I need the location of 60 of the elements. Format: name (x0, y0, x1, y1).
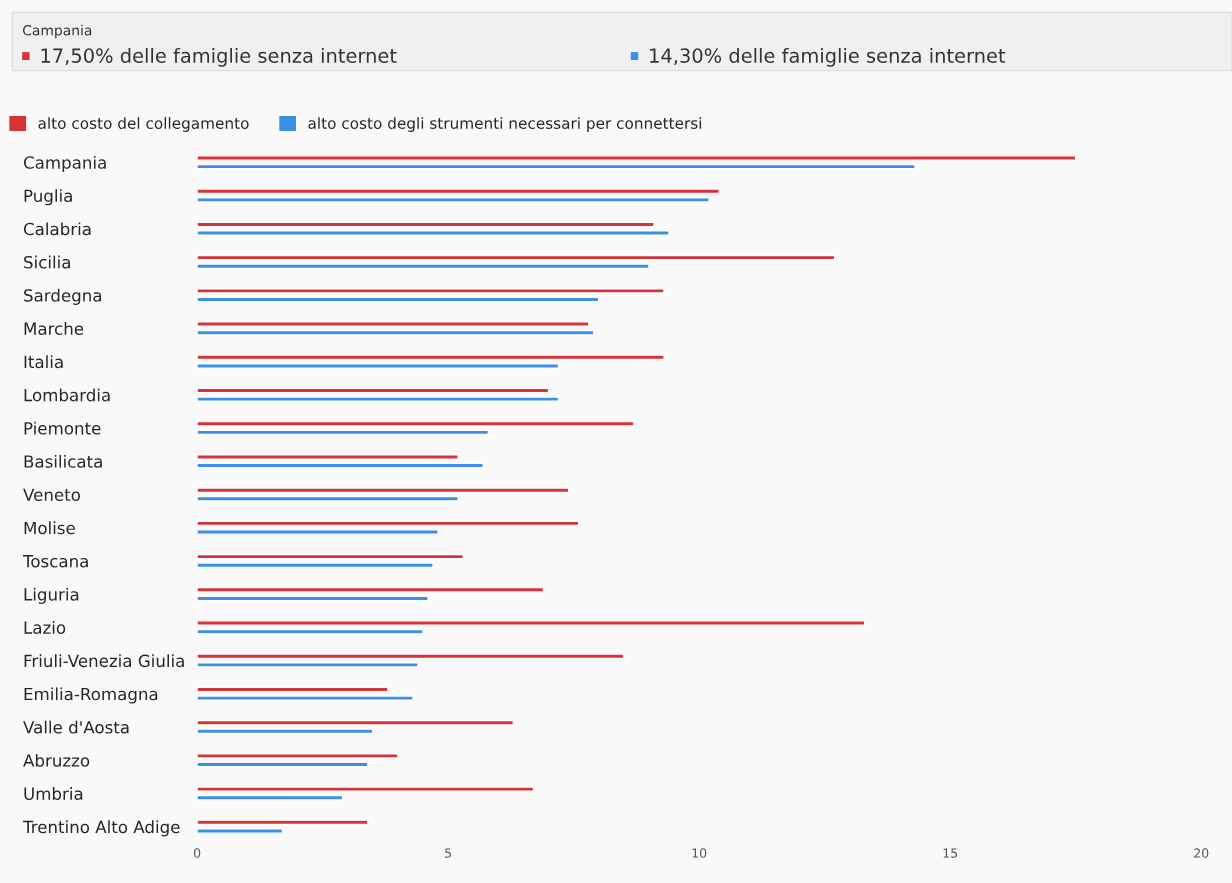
x-tick-label: 5 (445, 848, 452, 858)
y-tick-label: Veneto (23, 488, 80, 502)
x-tick-label: 10 (692, 848, 707, 858)
y-tick-label: Sardegna (24, 288, 102, 305)
x-tick-label: 20 (1194, 848, 1209, 858)
y-tick-label: Basilicata (24, 454, 102, 468)
bar (197, 230, 670, 236)
y-tick-label: Campania (23, 155, 106, 173)
bar (197, 454, 459, 460)
bar (197, 620, 866, 626)
bar (197, 155, 1077, 161)
y-tick-label: Lombardia (24, 388, 110, 402)
bar (197, 329, 595, 336)
legend-label: alto costo del collegamento (38, 117, 249, 132)
y-tick-label: Liguria (24, 587, 79, 604)
x-tick-label: 0 (193, 848, 201, 858)
bar (197, 728, 374, 735)
bar (197, 487, 570, 494)
bar (197, 354, 665, 361)
y-tick-label: Abruzzo (23, 753, 90, 767)
y-tick-label: Friuli-Venezia Giulia (24, 654, 184, 668)
y-tick-label: Lazio (24, 621, 66, 634)
y-tick-label: Molise (24, 521, 75, 535)
bar (197, 786, 535, 792)
y-tick-label: Trentino Alto Adige (22, 820, 180, 837)
bar (197, 695, 414, 701)
y-tick-label: Piemonte (24, 421, 101, 435)
bar (197, 363, 560, 369)
bar (197, 420, 635, 427)
bar (197, 263, 650, 270)
bar (197, 653, 625, 660)
y-tick-label: Puglia (24, 189, 72, 206)
bar (197, 819, 369, 826)
bar (197, 188, 720, 195)
y-tick-label: Umbria (24, 787, 83, 801)
y-tick-label: Marche (24, 322, 84, 335)
bar (197, 321, 590, 327)
bar (197, 396, 560, 402)
bar (197, 753, 399, 759)
bar (197, 529, 439, 535)
y-tick-label: Emilia-Romagna (24, 687, 158, 704)
y-tick-label: Italia (24, 355, 63, 369)
bar (197, 828, 284, 834)
bar (197, 628, 424, 635)
y-tick-label: Valle d'Aosta (23, 720, 129, 734)
text: 17,50% delle famiglie senza internet (41, 47, 397, 67)
bar (197, 495, 459, 502)
y-tick-label: Sicilia (24, 255, 70, 269)
bar (197, 562, 434, 569)
y-tick-label: Calabria (23, 222, 91, 236)
text: 14,30% delle famiglie senza internet (650, 47, 1006, 67)
bar (197, 719, 515, 726)
bar (197, 662, 419, 668)
bar (197, 586, 545, 593)
bar (197, 196, 710, 203)
bar (197, 794, 344, 801)
bar (197, 288, 665, 294)
legend-label: alto costo degli strumenti necessari per connettersi (308, 117, 702, 132)
x-tick-label: 15 (943, 848, 958, 858)
y-tick-label: Toscana (22, 555, 88, 568)
